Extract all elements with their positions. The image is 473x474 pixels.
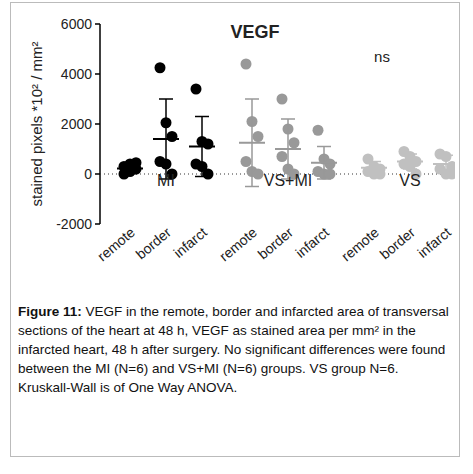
category-label: infarct <box>414 224 454 261</box>
mean-line <box>311 162 337 164</box>
category-label: remote <box>338 224 382 264</box>
annotation: ns <box>374 48 390 65</box>
mean-line <box>117 168 143 170</box>
error-cap <box>245 98 259 100</box>
error-cap <box>439 172 453 174</box>
point <box>313 125 324 136</box>
point <box>277 94 288 105</box>
error-cap <box>159 98 173 100</box>
error-cap <box>317 146 331 148</box>
y-tick-label: -2000 <box>56 216 92 232</box>
title: VEGF <box>230 22 279 42</box>
point <box>191 84 202 95</box>
caption-label: Figure 11: <box>18 304 82 319</box>
error-cap <box>195 176 209 178</box>
category-label: remote <box>216 224 260 264</box>
point <box>325 159 336 170</box>
category-label: infarct <box>170 224 210 261</box>
y-tick <box>95 173 100 175</box>
y-axis-label: stained pixels *10² / mm² <box>28 41 45 206</box>
marks <box>117 59 455 187</box>
error-cap <box>317 178 331 180</box>
mean-line <box>361 167 387 169</box>
point <box>253 169 264 180</box>
y-tick-label: 2000 <box>61 116 92 132</box>
point <box>203 139 214 150</box>
y-tick <box>95 23 100 25</box>
category-label: remote <box>94 224 138 264</box>
error-cap <box>367 173 381 175</box>
y-tick <box>95 223 100 225</box>
error-cap <box>367 161 381 163</box>
caption-text: VEGF in the remote, border and infarcted… <box>18 304 449 395</box>
mean-line <box>433 163 455 165</box>
error-cap <box>281 118 295 120</box>
point <box>253 131 264 142</box>
point <box>447 169 456 180</box>
mean-line <box>397 161 423 163</box>
error-cap <box>403 168 417 170</box>
category-label: infarct <box>292 224 332 261</box>
y-tick-label: 4000 <box>61 66 92 82</box>
error-cap <box>195 116 209 118</box>
chart: VEGF ns -2000 0 2000 4000 6000 stained pixels *… <box>10 2 460 297</box>
error-cap <box>123 163 137 165</box>
caption: Figure 11: VEGF in the remote, border an… <box>18 302 454 397</box>
group-label: VS <box>399 172 420 189</box>
mean-line <box>239 142 265 144</box>
y-tick <box>95 73 100 75</box>
y-tick <box>95 123 100 125</box>
point <box>325 169 336 180</box>
error-cap <box>403 153 417 155</box>
point <box>241 59 252 70</box>
error-cap <box>123 173 137 175</box>
point <box>277 151 288 162</box>
error-cap <box>245 186 259 188</box>
point <box>203 169 214 180</box>
group-label: MI <box>157 172 175 189</box>
mean-line <box>189 146 215 148</box>
category-label: border <box>377 224 419 262</box>
group-label: VS+MI <box>264 172 312 189</box>
mean-line <box>153 138 179 140</box>
point <box>167 131 178 142</box>
category-label: border <box>255 224 297 262</box>
y-tick-label: 6000 <box>61 16 92 32</box>
category-label: border <box>133 224 175 262</box>
error-cap <box>439 155 453 157</box>
mean-line <box>275 148 301 150</box>
y-tick-label: 0 <box>84 166 92 182</box>
point <box>289 137 300 148</box>
point <box>241 156 252 167</box>
point <box>155 62 166 73</box>
